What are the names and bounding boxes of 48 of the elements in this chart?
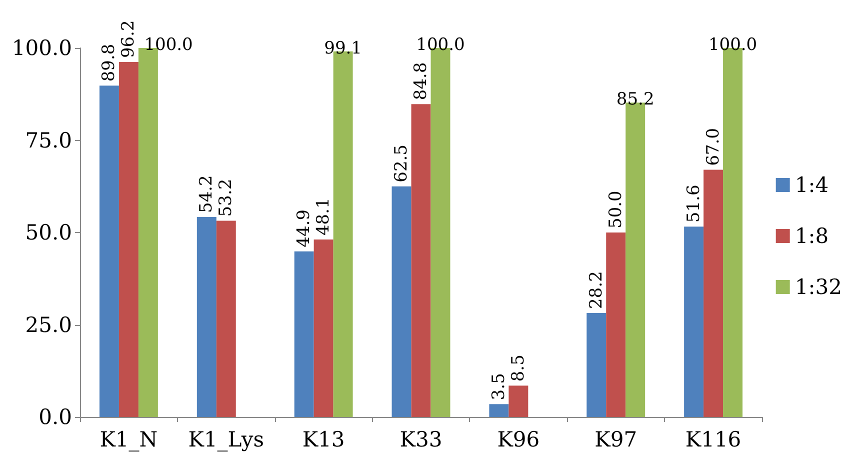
data-label: 100.0 xyxy=(708,35,758,55)
legend-label: 1:4 xyxy=(794,173,829,197)
bar xyxy=(411,104,431,417)
bar xyxy=(314,240,334,417)
legend-label: 1:32 xyxy=(794,275,842,299)
x-tick-label: K116 xyxy=(685,428,742,452)
data-label: 53.2 xyxy=(216,178,236,217)
bar xyxy=(606,232,626,417)
x-tick-label: K1_Lys xyxy=(188,428,264,452)
bar xyxy=(196,217,216,417)
data-label: 3.5 xyxy=(488,373,509,400)
data-label: 96.2 xyxy=(118,20,139,58)
data-label: 100.0 xyxy=(416,35,465,55)
y-tick-label: 75.0 xyxy=(25,128,72,152)
data-label: 62.5 xyxy=(392,144,412,182)
data-label: 48.1 xyxy=(314,198,334,236)
bar xyxy=(586,312,606,417)
data-label: 44.9 xyxy=(294,209,314,248)
y-tick-label: 25.0 xyxy=(25,312,72,337)
data-label: 28.2 xyxy=(586,271,606,309)
x-tick-label: K1_N xyxy=(100,428,158,452)
data-label: 89.8 xyxy=(99,44,120,82)
x-tick-label: K96 xyxy=(497,428,540,452)
bar xyxy=(704,170,724,417)
y-tick-label: 0.0 xyxy=(38,405,72,429)
bar xyxy=(294,251,314,417)
x-tick-label: K33 xyxy=(400,428,442,452)
data-label: 51.6 xyxy=(684,184,704,223)
bar xyxy=(392,186,412,417)
bar xyxy=(216,220,236,417)
data-label: 54.2 xyxy=(196,175,217,213)
data-label: 99.1 xyxy=(324,38,362,58)
data-label: 85.2 xyxy=(616,90,654,110)
data-label: 84.8 xyxy=(411,62,431,100)
bar xyxy=(489,404,509,417)
bar xyxy=(99,86,119,417)
bar xyxy=(684,226,704,417)
data-label: 100.0 xyxy=(144,35,193,55)
data-label: 50.0 xyxy=(606,190,626,228)
x-tick-label: K13 xyxy=(302,428,345,452)
legend-label: 1:8 xyxy=(794,224,829,248)
bar xyxy=(118,62,138,417)
y-tick-label: 100.0 xyxy=(12,36,72,60)
data-label: 67.0 xyxy=(703,128,724,166)
y-tick-label: 50.0 xyxy=(25,220,72,244)
x-tick-label: K97 xyxy=(594,428,638,452)
data-label: 8.5 xyxy=(508,354,528,382)
bar xyxy=(508,386,528,417)
